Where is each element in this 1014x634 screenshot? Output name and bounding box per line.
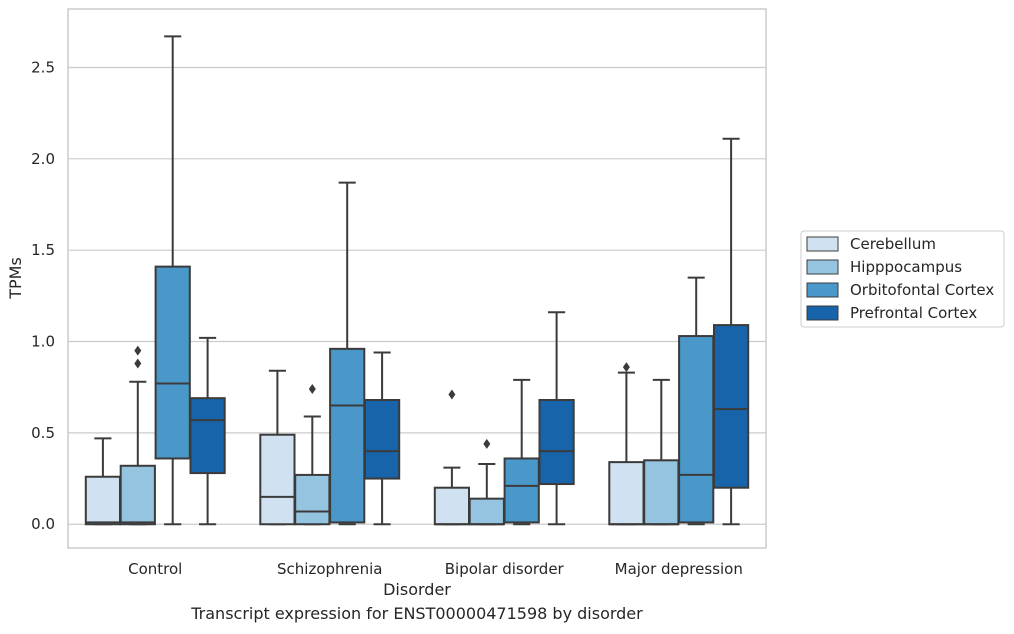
box-1-2	[329, 181, 366, 526]
legend-label: Hipppocampus	[850, 258, 962, 276]
outlier-marker	[134, 345, 142, 356]
box-0-0	[84, 437, 122, 526]
x-tick-label: Bipolar disorder	[445, 560, 565, 578]
chart-caption: Transcript expression for ENST0000047159…	[191, 604, 643, 623]
box-3-0	[608, 362, 645, 526]
y-axis-label: TPMs	[6, 257, 25, 300]
y-axis-ticks: 0.0 0.5 1.0 1.5 2.0 2.5	[31, 58, 55, 533]
box-2-1	[468, 438, 505, 526]
box-0-2	[154, 35, 191, 526]
boxes	[84, 35, 750, 526]
box-body	[259, 433, 296, 526]
box-body	[712, 324, 750, 489]
outlier-marker	[483, 438, 491, 449]
y-tick-label: 2.0	[31, 150, 55, 168]
box-body	[363, 399, 401, 480]
box-body	[154, 265, 191, 460]
x-tick-label: Control	[128, 560, 182, 578]
legend-label: Cerebellum	[850, 235, 936, 253]
box-0-1	[119, 345, 156, 526]
box-1-3	[363, 351, 401, 526]
box-body	[433, 486, 471, 526]
box-body	[678, 335, 715, 524]
box-2-2	[503, 378, 540, 526]
legend-swatch	[806, 236, 839, 252]
box-body	[294, 473, 331, 526]
box-body	[189, 397, 226, 475]
box-body	[119, 464, 156, 526]
y-tick-label: 1.5	[31, 241, 55, 259]
box-body	[329, 347, 366, 524]
legend-swatch	[806, 305, 839, 321]
legend-frame	[800, 230, 1005, 328]
legend-swatch	[806, 259, 839, 275]
x-axis-label: Disorder	[383, 580, 451, 599]
box-body	[84, 475, 122, 526]
y-tick-label: 2.5	[31, 58, 55, 76]
box-body	[538, 399, 575, 486]
box-1-0	[259, 369, 296, 526]
box-3-3	[712, 137, 750, 526]
box-2-3	[538, 311, 575, 526]
box-0-3	[189, 336, 226, 526]
outlier-marker	[622, 362, 630, 373]
box-3-1	[643, 378, 680, 526]
outlier-marker	[134, 358, 142, 369]
box-body	[468, 497, 505, 526]
box-body	[503, 457, 540, 524]
box-1-1	[294, 384, 331, 526]
y-tick-label: 1.0	[31, 333, 55, 351]
x-tick-label: Schizophrenia	[277, 560, 382, 578]
x-axis-ticks: Control Schizophrenia Bipolar disorder Majo…	[128, 560, 743, 578]
box-2-0	[433, 389, 471, 526]
outlier-marker	[308, 384, 316, 395]
legend-label: Orbitofontal Cortex	[850, 281, 994, 299]
plot-frame	[67, 8, 767, 549]
y-tick-label: 0.5	[31, 424, 55, 442]
x-tick-label: Major depression	[615, 560, 743, 578]
box-body	[643, 459, 680, 526]
y-tick-label: 0.0	[31, 515, 55, 533]
box-3-2	[678, 276, 715, 526]
legend: Cerebellum Hipppocampus Orbitofontal Corte…	[800, 230, 1005, 328]
legend-label: Prefrontal Cortex	[850, 304, 977, 322]
legend-swatch	[806, 282, 839, 298]
outlier-marker	[448, 389, 456, 400]
box-body	[608, 461, 645, 526]
